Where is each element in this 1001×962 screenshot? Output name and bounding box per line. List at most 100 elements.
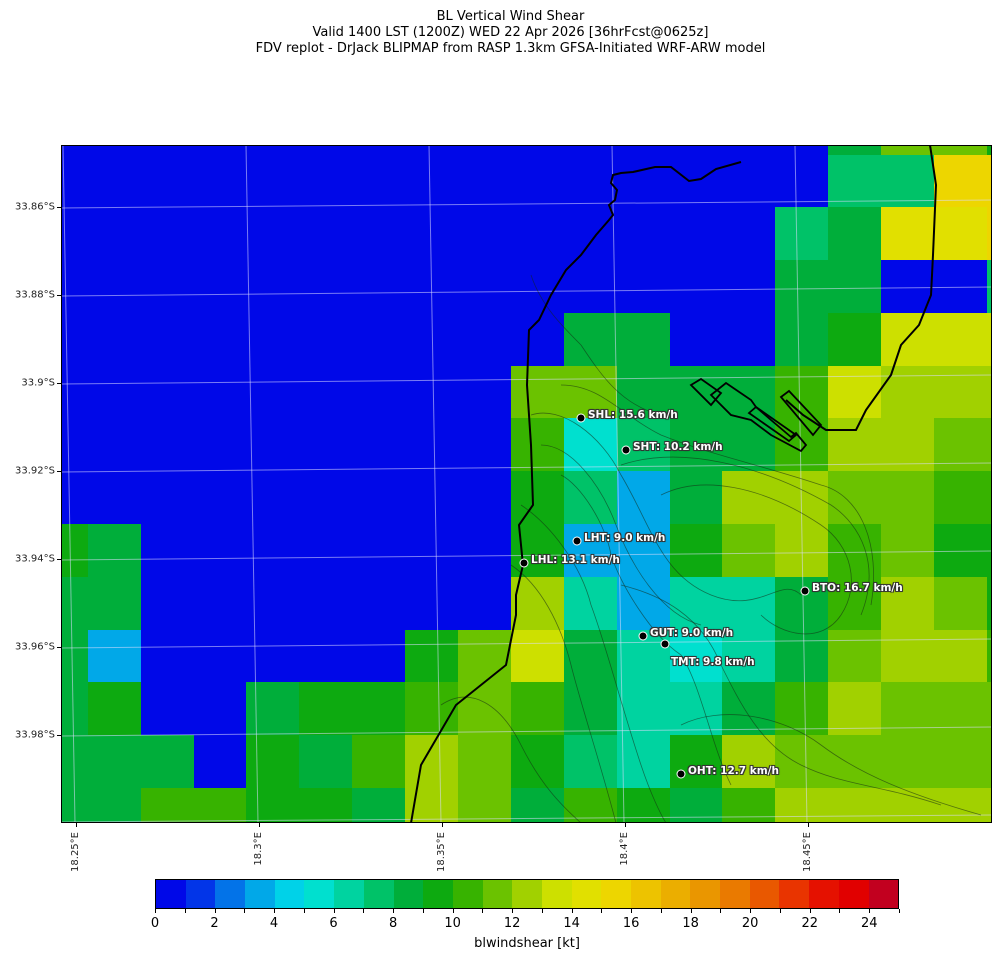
heatmap-cell <box>88 471 141 524</box>
colorbar-segment <box>541 880 572 908</box>
heatmap-cell <box>934 788 987 823</box>
heatmap-cell <box>88 577 141 630</box>
heatmap-cell <box>511 471 564 524</box>
colorbar-segment <box>423 880 453 908</box>
heatmap-cell <box>299 366 352 418</box>
heatmap-cell <box>405 207 458 260</box>
station-dot-icon <box>576 413 586 423</box>
heatmap-cell <box>775 145 828 155</box>
heatmap-cell <box>88 155 141 207</box>
heatmap-cell <box>88 682 141 735</box>
colorbar-tick-label: 16 <box>622 916 640 931</box>
colorbar-tick-label: 12 <box>503 916 521 931</box>
heatmap-cell <box>775 682 828 735</box>
heatmap-cell <box>352 524 405 577</box>
heatmap-cell <box>934 313 987 366</box>
colorbar-tick-label: 14 <box>563 916 580 931</box>
heatmap-cell <box>194 630 246 682</box>
heatmap-cell <box>881 630 934 682</box>
heatmap-cell <box>564 788 617 823</box>
heatmap-cell <box>670 145 722 155</box>
heatmap-cell <box>141 207 194 260</box>
heatmap-cell <box>564 682 617 735</box>
colorbar-segment <box>779 880 810 908</box>
heatmap-cell <box>511 630 564 682</box>
heatmap-cell <box>775 524 828 577</box>
heatmap-cell <box>934 577 987 630</box>
heatmap-cell <box>617 471 670 524</box>
heatmap-cell <box>299 313 352 366</box>
colorbar-segment <box>185 880 216 908</box>
station-dot-icon <box>519 558 529 568</box>
station-label: BTO: 16.7 km/h <box>812 582 903 594</box>
heatmap-cell <box>299 145 352 155</box>
heatmap-cell <box>88 207 141 260</box>
heatmap-cell <box>141 471 194 524</box>
heatmap-cell <box>934 630 987 682</box>
heatmap-cell <box>881 682 934 735</box>
heatmap-cell <box>987 682 992 735</box>
heatmap-cell <box>141 788 194 823</box>
heatmap-cell <box>61 366 88 418</box>
heatmap-cell <box>617 145 670 155</box>
y-tick-label: 33.92°S <box>15 465 55 477</box>
heatmap-cell <box>987 524 992 577</box>
heatmap-cell <box>141 577 194 630</box>
heatmap-cell <box>670 682 722 735</box>
heatmap-cell <box>246 630 299 682</box>
heatmap-cell <box>828 682 881 735</box>
heatmap-cell <box>299 735 352 788</box>
heatmap-cell <box>458 313 511 366</box>
heatmap-cell <box>352 145 405 155</box>
heatmap-cell <box>511 577 564 630</box>
heatmap-cell <box>194 471 246 524</box>
heatmap-cell <box>564 471 617 524</box>
heatmap-cell <box>881 207 934 260</box>
heatmap-cell <box>405 313 458 366</box>
y-tick-label: 33.9°S <box>21 377 55 389</box>
heatmap-cell <box>299 207 352 260</box>
heatmap-cell <box>775 260 828 313</box>
heatmap-cell <box>405 630 458 682</box>
colorbar-segment <box>512 880 542 908</box>
heatmap-cell <box>246 471 299 524</box>
heatmap-cell <box>722 471 775 524</box>
heatmap-cell <box>934 682 987 735</box>
heatmap-cell <box>564 145 617 155</box>
heatmap-cell <box>88 418 141 471</box>
heatmap-cell <box>194 577 246 630</box>
colorbar-tick-label: 22 <box>801 916 818 931</box>
heatmap-cell <box>722 155 775 207</box>
heatmap-cell <box>352 630 405 682</box>
y-tick-label: 33.96°S <box>15 641 55 653</box>
colorbar-segment <box>749 880 780 908</box>
heatmap-cell <box>775 207 828 260</box>
heatmap-cell <box>352 471 405 524</box>
heatmap-cell <box>246 788 299 823</box>
heatmap-cell <box>246 145 299 155</box>
heatmap-cell <box>511 145 564 155</box>
heatmap-cell <box>299 155 352 207</box>
colorbar-segment <box>631 880 661 908</box>
heatmap-cell <box>61 577 88 630</box>
heatmap-cell <box>934 155 987 207</box>
heatmap-cell <box>405 155 458 207</box>
heatmap-cell <box>61 418 88 471</box>
heatmap-cell <box>352 207 405 260</box>
heatmap-cell <box>987 207 992 260</box>
heatmap-cell <box>299 788 352 823</box>
heatmap-cell <box>246 682 299 735</box>
heatmap-cell <box>194 735 246 788</box>
heatmap-cell <box>564 155 617 207</box>
station-label: LHL: 13.1 km/h <box>531 554 620 566</box>
heatmap-cell <box>564 418 617 471</box>
heatmap-cell <box>194 682 246 735</box>
heatmap-cell <box>61 145 88 155</box>
heatmap-cell <box>141 145 194 155</box>
heatmap-cell <box>881 735 934 788</box>
colorbar-segment <box>809 880 839 908</box>
heatmap-cell <box>405 366 458 418</box>
heatmap-cell <box>511 155 564 207</box>
heatmap-cell <box>299 682 352 735</box>
heatmap-cell <box>511 366 564 418</box>
